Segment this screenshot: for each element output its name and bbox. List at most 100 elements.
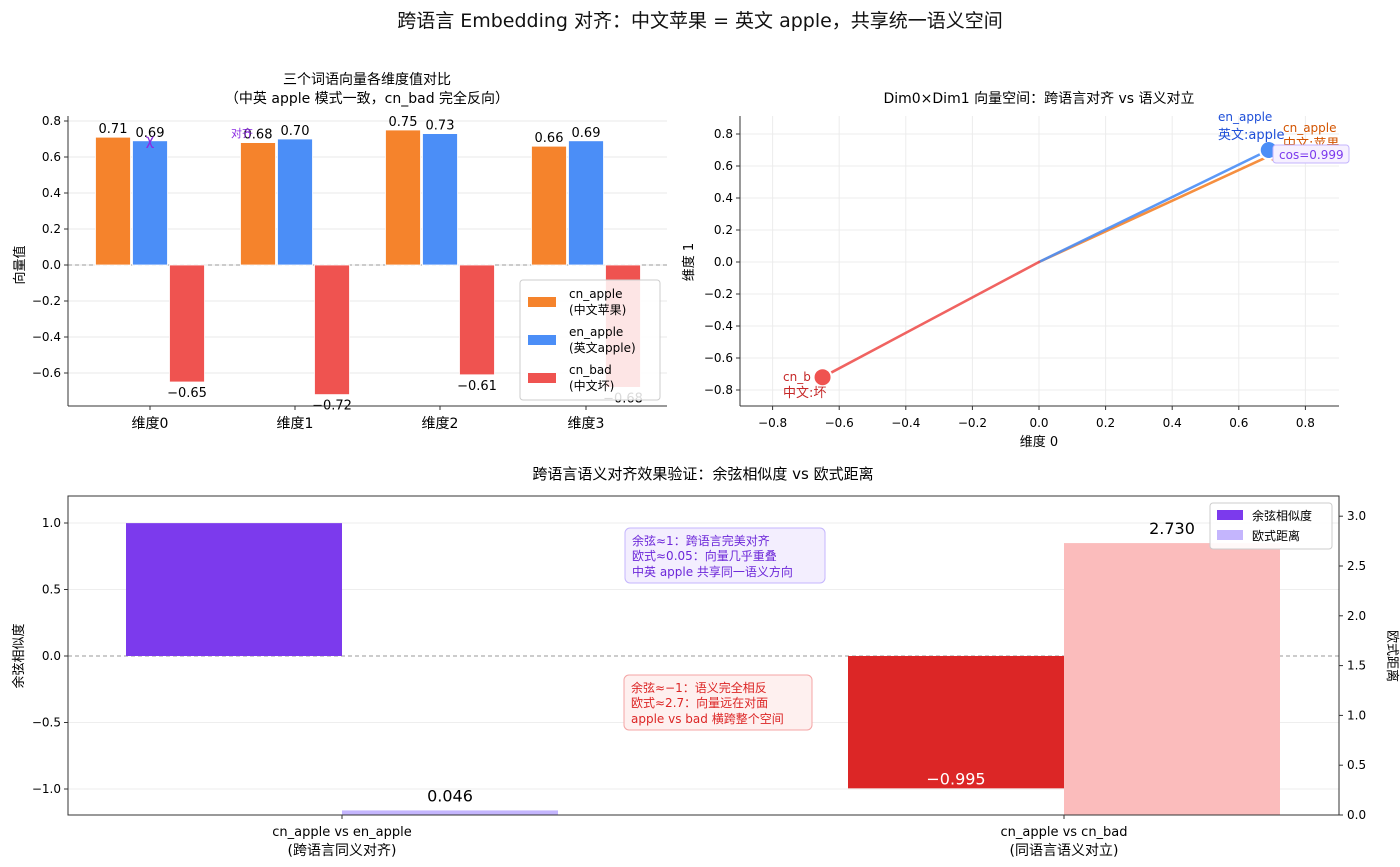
c2-ytick-label: −0.8 xyxy=(704,383,733,397)
c3-ytick-right-label: 0.0 xyxy=(1347,808,1366,822)
c3-annotation-good-line2: 欧式≈0.05：向量几乎重叠 xyxy=(632,548,777,563)
c1-legend-label: en_apple xyxy=(569,325,623,339)
c1-bar-cn_apple xyxy=(95,136,131,266)
c3-xtick-sublabel: (跨语言同义对齐) xyxy=(288,843,397,859)
c2-xlabel: 维度 0 xyxy=(1020,434,1058,450)
c2-ylabel: 维度 1 xyxy=(681,243,697,281)
c2-point-cn_bad xyxy=(812,367,833,388)
c1-bar-value-label: 0.66 xyxy=(535,131,564,146)
c2-point-sublabel: 中文:坏 xyxy=(783,386,826,401)
c3-legend-label: 余弦相似度 xyxy=(1252,508,1312,523)
c2-xtick-label: 0.8 xyxy=(1296,416,1315,430)
c1-bar-value-label: 0.71 xyxy=(99,122,128,137)
c1-value-labels: 0.71 0.68 0.75 0.66 0.69 0.70 0.73 0.69 −0.65 −0.… xyxy=(99,115,643,414)
c3-ytick-left-label: −0.5 xyxy=(32,716,61,730)
c2-ytick-label: −0.4 xyxy=(704,319,733,333)
c1-ylabel: 向量值 xyxy=(12,245,28,284)
c3-annotation-good-line1: 余弦≈1：跨语言完美对齐 xyxy=(632,533,770,548)
c1-ytick-label: 0.6 xyxy=(42,150,61,164)
c2-vectors xyxy=(821,148,1277,379)
c1-bar-value-label: 0.69 xyxy=(572,126,601,141)
c3-bar-euclidean-label: 0.046 xyxy=(427,786,473,805)
c3-xtick-sublabel: (同语言语义对立) xyxy=(1010,843,1119,859)
c1-ytick-label: 0.4 xyxy=(42,186,61,200)
c1-bar-en_apple xyxy=(132,140,168,266)
c2-title: Dim0×Dim1 向量空间：跨语言对齐 vs 语义对立 xyxy=(883,91,1194,107)
c2-ytick-label: 0.2 xyxy=(714,223,733,237)
c2-xtick-label: 0.2 xyxy=(1096,416,1115,430)
c3-ylabel-left: 余弦相似度 xyxy=(11,623,27,688)
c2-xtick-label: −0.4 xyxy=(891,416,920,430)
c2-points: cn_apple中文:苹果en_apple英文:applecn_b中文:坏cos… xyxy=(783,110,1350,401)
c1-legend-swatch-en_apple xyxy=(528,335,556,345)
c3-ytick-right-label: 3.0 xyxy=(1347,509,1366,523)
c3-annotation-bad: 余弦≈−1：语义完全相反 欧式≈2.7：向量远在对面 apple vs bad … xyxy=(623,674,813,731)
c3-ytick-left-label: −1.0 xyxy=(32,782,61,796)
c3-bar-euclidean-label: 2.730 xyxy=(1149,519,1195,538)
c3-bar-euclidean xyxy=(1064,543,1280,815)
c3-annotation-good: 余弦≈1：跨语言完美对齐 欧式≈0.05：向量几乎重叠 中英 apple 共享同… xyxy=(624,527,826,584)
c3-ytick-right-label: 1.5 xyxy=(1347,659,1366,673)
vector-space-chart: Dim0×Dim1 向量空间：跨语言对齐 vs 语义对立 cn_apple 中文:… xyxy=(681,91,1350,450)
c3-bar-cosine-label: −0.995 xyxy=(926,769,985,788)
c2-xtick-label: −0.8 xyxy=(758,416,787,430)
c1-bar-value-label: −0.61 xyxy=(457,379,497,394)
c2-xtick-label: 0.6 xyxy=(1229,416,1248,430)
c1-xtick-label: 维度1 xyxy=(277,416,314,432)
c3-frame xyxy=(67,495,1340,816)
c3-title: 跨语言语义对齐效果验证：余弦相似度 vs 欧式距离 xyxy=(532,465,873,483)
c3-xtick-label: cn_apple vs cn_bad xyxy=(1000,825,1127,840)
c1-align-text: 对齐 xyxy=(231,126,253,140)
c2-gridlines xyxy=(740,116,1339,406)
c2-xtick-label: 0.0 xyxy=(1029,416,1048,430)
c2-axes: −0.8 −0.6 −0.4 −0.2 0.0 0.2 0.4 0.6 0.8 0.8 0.6 0.4… xyxy=(704,116,1339,430)
c3-ylabel-right: 欧式距离 xyxy=(1384,630,1400,682)
c3-axes: 1.0 0.5 0.0 −0.5 −1.0 3.0 2.5 2.0 1.5 1.0 0.5 0.0 cn… xyxy=(32,495,1366,859)
c3-ytick-right-label: 2.5 xyxy=(1347,559,1366,573)
c1-annotations: χ 对齐 xyxy=(146,126,253,149)
c1-bar-cn_bad xyxy=(314,264,350,396)
c1-legend-sublabel: (英文apple) xyxy=(569,340,636,355)
c3-annotation-bad-line2: 欧式≈2.7：向量远在对面 xyxy=(631,695,768,710)
c3-ytick-left-label: 1.0 xyxy=(42,516,61,530)
c2-xtick-label: −0.6 xyxy=(825,416,854,430)
c1-title-line2: （中英 apple 模式一致，cn_bad 完全反向） xyxy=(225,90,509,107)
c1-legend-sublabel: (中文苹果) xyxy=(569,302,626,317)
c1-bar-cn_bad xyxy=(169,264,205,383)
c1-ytick-label: 0.2 xyxy=(42,222,61,236)
c3-bars: −0.995 0.046 2.730 xyxy=(126,519,1280,815)
c1-title-line1: 三个词语向量各维度值对比 xyxy=(283,72,451,88)
c3-bar-cosine xyxy=(126,523,342,656)
c3-bar-cosine xyxy=(848,656,1064,789)
c3-ytick-left-label: 0.0 xyxy=(42,649,61,663)
c3-annotation-bad-line1: 余弦≈−1：语义完全相反 xyxy=(631,680,767,695)
c1-bar-en_apple xyxy=(422,133,458,266)
c1-legend-sublabel: (中文坏) xyxy=(569,378,614,393)
c2-cos-box xyxy=(1272,144,1350,164)
c1-legend-label: cn_bad xyxy=(569,363,612,377)
c1-cross-mark: χ xyxy=(146,131,155,149)
c1-ytick-label: 0.0 xyxy=(42,258,61,272)
c1-bar-cn_bad xyxy=(459,264,495,376)
page-title: 跨语言 Embedding 对齐：中文苹果 = 英文 apple，共享统一语义空… xyxy=(397,10,1003,32)
c1-xtick-label: 维度2 xyxy=(422,416,459,432)
c1-axes: 0.8 0.6 0.4 0.2 0.0 −0.2 −0.4 −0.6 维度0 维度1 维度2 维度3 xyxy=(32,114,667,432)
c1-xtick-label: 维度3 xyxy=(568,416,605,432)
c3-xtick-label: cn_apple vs en_apple xyxy=(272,825,412,840)
c2-xtick-label: 0.4 xyxy=(1163,416,1182,430)
c1-legend-frame xyxy=(519,279,661,401)
c3-annotation-good-line3: 中英 apple 共享同一语义方向 xyxy=(632,564,793,579)
c1-bar-value-label: 0.68 xyxy=(244,128,273,143)
similarity-distance-chart: 跨语言语义对齐效果验证：余弦相似度 vs 欧式距离 −0.995 0.046 2.7… xyxy=(11,465,1400,859)
c2-vector-cn_bad xyxy=(821,260,1041,379)
c1-ytick-label: −0.6 xyxy=(32,366,61,380)
c3-annotation-bad-line3: apple vs bad 横跨整个空间 xyxy=(631,711,784,726)
c1-legend: cn_apple(中文苹果) en_apple(英文apple) cn_bad(中文… xyxy=(519,279,661,401)
c1-xtick-label: 维度0 xyxy=(132,416,169,432)
c1-legend-swatch-cn_bad xyxy=(528,373,556,383)
c2-vector-en_apple xyxy=(1037,148,1271,264)
c2-ytick-label: 0.8 xyxy=(714,127,733,141)
c1-ytick-label: 0.8 xyxy=(42,114,61,128)
c1-bar-cn_apple xyxy=(385,129,421,266)
